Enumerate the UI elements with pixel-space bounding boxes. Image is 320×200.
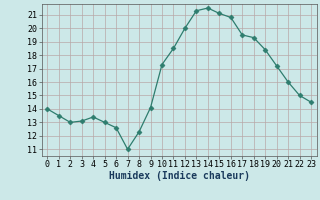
X-axis label: Humidex (Indice chaleur): Humidex (Indice chaleur): [109, 171, 250, 181]
